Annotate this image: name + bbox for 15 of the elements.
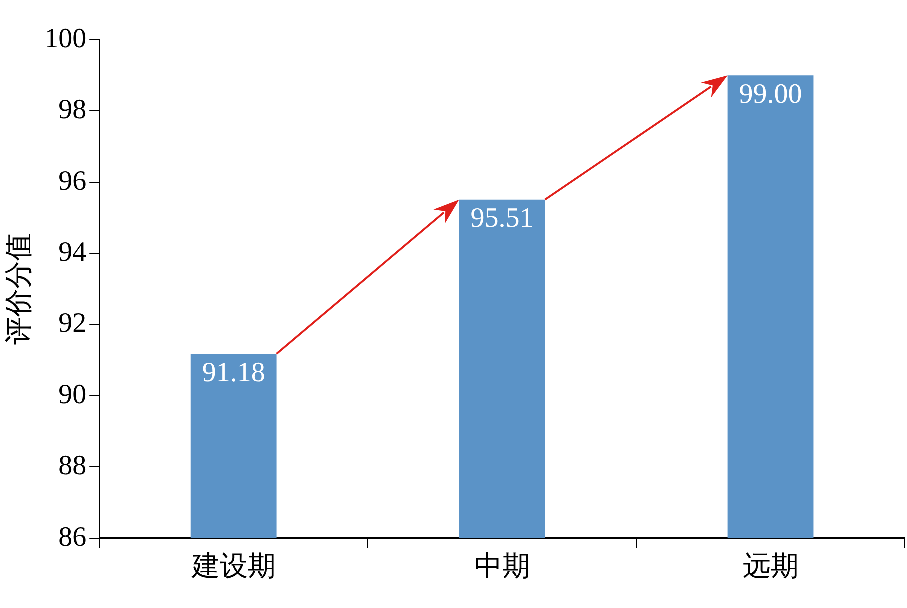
data-label: 91.18 (202, 357, 266, 388)
y-tick-label: 94 (58, 236, 87, 268)
x-tick-label: 建设期 (190, 552, 276, 583)
x-tick-label: 中期 (474, 552, 530, 583)
data-label: 95.51 (470, 203, 534, 234)
y-axis-title: 评价分值 (4, 233, 36, 346)
y-tick-label: 88 (58, 450, 87, 482)
y-tick-label: 86 (58, 522, 87, 553)
x-tick-label: 远期 (742, 552, 799, 583)
data-label: 99.00 (739, 78, 802, 110)
y-tick-label: 96 (58, 166, 87, 197)
y-tick-label: 90 (58, 379, 87, 410)
y-tick-label: 100 (44, 23, 87, 54)
y-tick-label: 98 (58, 94, 87, 126)
y-tick-label: 92 (58, 308, 87, 340)
